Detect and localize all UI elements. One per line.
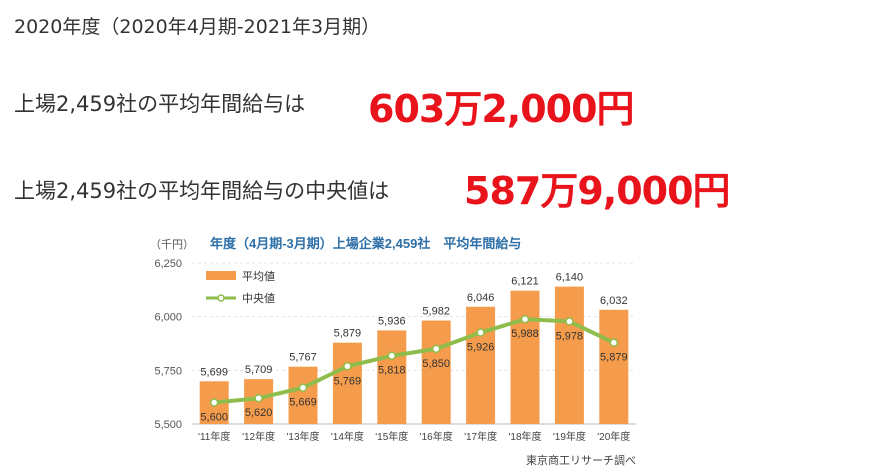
bar bbox=[377, 330, 407, 424]
x-axis-ticks: '11年度 '12年度 '13年度 '14年度 '15年度 '16年度 '17年度 '18年度… bbox=[198, 430, 630, 443]
median-value-label: 5,988 bbox=[511, 328, 539, 340]
bar-value-labels: 5,699 5,709 5,767 5,879 5,936 5,982 6,046 6,121… bbox=[200, 272, 627, 379]
median-point bbox=[387, 351, 397, 360]
x-tick-label: '14年度 bbox=[331, 430, 364, 443]
x-tick-label: '17年度 bbox=[464, 430, 497, 443]
median-value-label: 5,669 bbox=[289, 397, 317, 409]
bar bbox=[466, 306, 496, 424]
bar bbox=[599, 309, 629, 424]
x-tick-label: '12年度 bbox=[242, 430, 275, 443]
median-salary-value: 587万9,000円 bbox=[464, 169, 731, 213]
median-line bbox=[214, 317, 615, 405]
bar-value-label: 6,140 bbox=[556, 272, 584, 284]
bar-value-label: 5,699 bbox=[200, 366, 228, 378]
median-value-label: 5,879 bbox=[600, 352, 628, 364]
median-point bbox=[431, 344, 441, 354]
bar-value-label: 6,046 bbox=[467, 292, 495, 304]
median-point bbox=[476, 328, 485, 337]
median-value-label: 5,978 bbox=[556, 330, 584, 342]
y-tick-label: 6,250 bbox=[154, 258, 182, 270]
bar-value-label: 5,936 bbox=[378, 315, 406, 327]
median-value-label: 5,620 bbox=[245, 407, 273, 419]
y-tick-label: 5,500 bbox=[154, 419, 182, 431]
median-point bbox=[520, 314, 530, 324]
x-tick-label: '15年度 bbox=[375, 430, 408, 443]
bar bbox=[510, 290, 540, 424]
bar bbox=[421, 320, 451, 424]
chart-title: 年度（4月期-3月期）上場企業2,459社 平均年間給与 bbox=[210, 236, 521, 251]
bar bbox=[332, 342, 362, 424]
bar bbox=[288, 366, 318, 424]
average-salary-value: 603万2,000円 bbox=[368, 87, 635, 131]
legend-bar-label: 平均値 bbox=[242, 270, 275, 283]
median-point bbox=[565, 317, 574, 326]
period-heading: 2020年度（2020年4月期-2021年3月期） bbox=[14, 16, 381, 38]
bar-value-label: 5,767 bbox=[289, 352, 317, 364]
bar-series bbox=[199, 286, 629, 424]
x-tick-label: '13年度 bbox=[286, 430, 319, 443]
median-value-label: 5,600 bbox=[200, 412, 228, 424]
legend-bar-swatch bbox=[206, 271, 236, 280]
y-tick-label: 6,000 bbox=[154, 312, 182, 324]
bar-value-label: 6,032 bbox=[600, 295, 628, 307]
x-tick-label: '18年度 bbox=[508, 430, 541, 443]
median-line-series bbox=[209, 314, 619, 407]
chart-unit-label: （千円） bbox=[150, 238, 194, 251]
median-point bbox=[298, 383, 308, 392]
median-value-label: 5,850 bbox=[422, 358, 450, 370]
y-tick-label: 5,750 bbox=[154, 365, 182, 377]
bar-value-label: 5,709 bbox=[245, 364, 273, 376]
bar-value-label: 6,121 bbox=[511, 276, 539, 288]
median-value-label: 5,818 bbox=[378, 365, 406, 377]
median-value-label: 5,769 bbox=[334, 375, 362, 387]
bar bbox=[554, 286, 584, 424]
median-point bbox=[609, 338, 619, 347]
median-point bbox=[254, 393, 263, 403]
x-tick-label: '16年度 bbox=[420, 430, 453, 443]
median-point bbox=[209, 398, 219, 407]
x-tick-label: '19年度 bbox=[553, 430, 586, 443]
median-point bbox=[343, 362, 352, 371]
x-tick-label: '20年度 bbox=[597, 430, 630, 443]
y-axis-ticks: 5,500 5,750 6,000 6,250 bbox=[154, 258, 182, 431]
median-value-labels: 5,600 5,620 5,669 5,769 5,818 5,850 5,926 5,988… bbox=[200, 328, 627, 423]
bar-value-label: 5,982 bbox=[422, 306, 450, 318]
chart-source: 東京商工リサーチ調べ bbox=[526, 453, 636, 467]
x-tick-label: '11年度 bbox=[198, 430, 230, 443]
median-value-label: 5,926 bbox=[467, 342, 495, 354]
legend-line-label: 中央値 bbox=[242, 292, 275, 305]
median-salary-label: 上場2,459社の平均年間給与の中央値は bbox=[14, 179, 390, 203]
average-salary-label: 上場2,459社の平均年間給与は bbox=[14, 92, 306, 116]
legend-line-marker bbox=[217, 294, 225, 302]
bar-value-label: 5,879 bbox=[334, 328, 362, 340]
